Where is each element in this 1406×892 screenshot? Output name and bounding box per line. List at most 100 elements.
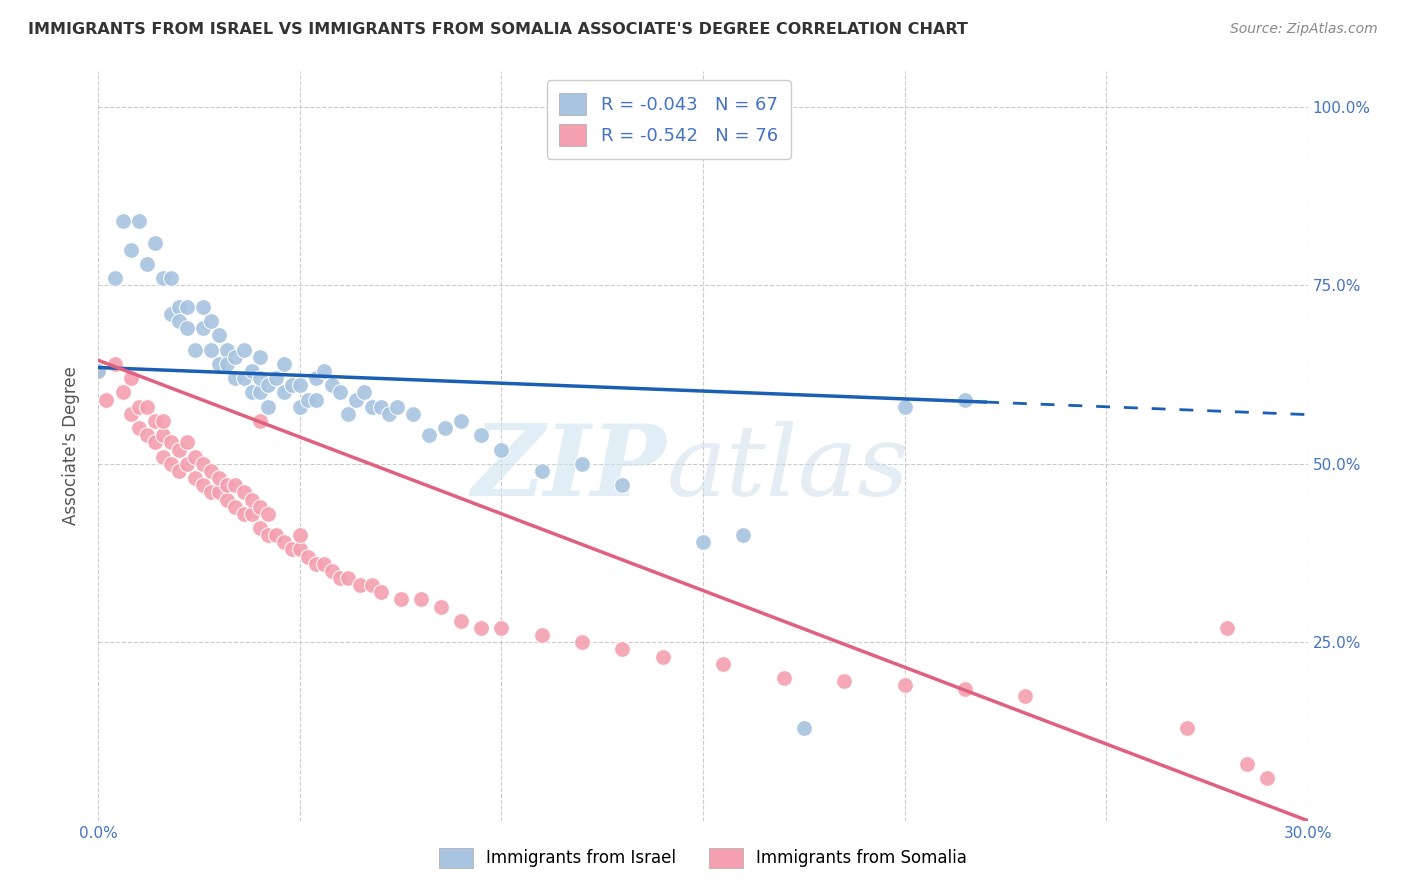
Point [273,385,295,400]
Point [772,671,794,685]
Point [256,528,278,542]
Point [232,371,254,385]
Point [249,385,271,400]
Point [530,628,553,642]
Point [256,400,278,414]
Point [418,428,440,442]
Point [344,392,367,407]
Point [297,549,319,564]
Point [305,557,328,571]
Point [217,478,239,492]
Point [200,343,222,357]
Point [249,500,271,514]
Point [893,678,915,692]
Point [733,528,755,542]
Point [337,571,360,585]
Point [224,478,246,492]
Point [111,385,134,400]
Point [96,392,118,407]
Point [329,385,352,400]
Point [120,371,142,385]
Point [692,535,714,549]
Point [135,257,157,271]
Point [288,542,311,557]
Point [377,407,399,421]
Point [87,364,110,378]
Point [571,457,593,471]
Point [321,378,343,392]
Point [128,421,150,435]
Point [571,635,593,649]
Point [953,681,976,696]
Point [152,271,174,285]
Point [208,328,231,343]
Point [152,428,174,442]
Point [264,371,287,385]
Point [232,343,254,357]
Point [217,343,239,357]
Point [232,485,254,500]
Point [135,428,157,442]
Point [135,400,157,414]
Legend: Immigrants from Israel, Immigrants from Somalia: Immigrants from Israel, Immigrants from … [433,841,973,875]
Point [193,300,215,314]
Legend: R = -0.043   N = 67, R = -0.542   N = 76: R = -0.043 N = 67, R = -0.542 N = 76 [547,80,790,159]
Point [305,371,328,385]
Point [711,657,734,671]
Text: IMMIGRANTS FROM ISRAEL VS IMMIGRANTS FROM SOMALIA ASSOCIATE'S DEGREE CORRELATION: IMMIGRANTS FROM ISRAEL VS IMMIGRANTS FRO… [28,22,967,37]
Point [409,592,432,607]
Point [87,364,110,378]
Point [832,674,855,689]
Point [491,442,513,457]
Point [1256,771,1278,785]
Point [337,407,360,421]
Point [160,435,183,450]
Point [321,564,343,578]
Point [450,414,472,428]
Point [176,457,198,471]
Point [430,599,453,614]
Point [402,407,425,421]
Point [143,414,166,428]
Point [1175,721,1198,735]
Point [249,371,271,385]
Text: Source: ZipAtlas.com: Source: ZipAtlas.com [1230,22,1378,37]
Point [167,300,190,314]
Point [450,614,472,628]
Point [249,521,271,535]
Point [184,343,207,357]
Point [193,321,215,335]
Point [224,350,246,364]
Point [370,585,392,599]
Point [491,621,513,635]
Point [793,721,815,735]
Text: atlas: atlas [666,421,910,516]
Point [184,450,207,464]
Point [288,400,311,414]
Point [167,442,190,457]
Point [349,578,371,592]
Point [128,400,150,414]
Point [288,378,311,392]
Point [281,542,304,557]
Point [305,392,328,407]
Point [361,400,384,414]
Point [224,371,246,385]
Point [217,492,239,507]
Point [208,357,231,371]
Point [120,243,142,257]
Point [612,478,634,492]
Point [530,464,553,478]
Point [370,400,392,414]
Point [240,507,263,521]
Point [256,507,278,521]
Point [1216,621,1239,635]
Point [176,300,198,314]
Point [193,457,215,471]
Point [200,485,222,500]
Point [288,528,311,542]
Point [1236,756,1258,771]
Point [281,378,304,392]
Y-axis label: Associate's Degree: Associate's Degree [62,367,80,525]
Point [152,450,174,464]
